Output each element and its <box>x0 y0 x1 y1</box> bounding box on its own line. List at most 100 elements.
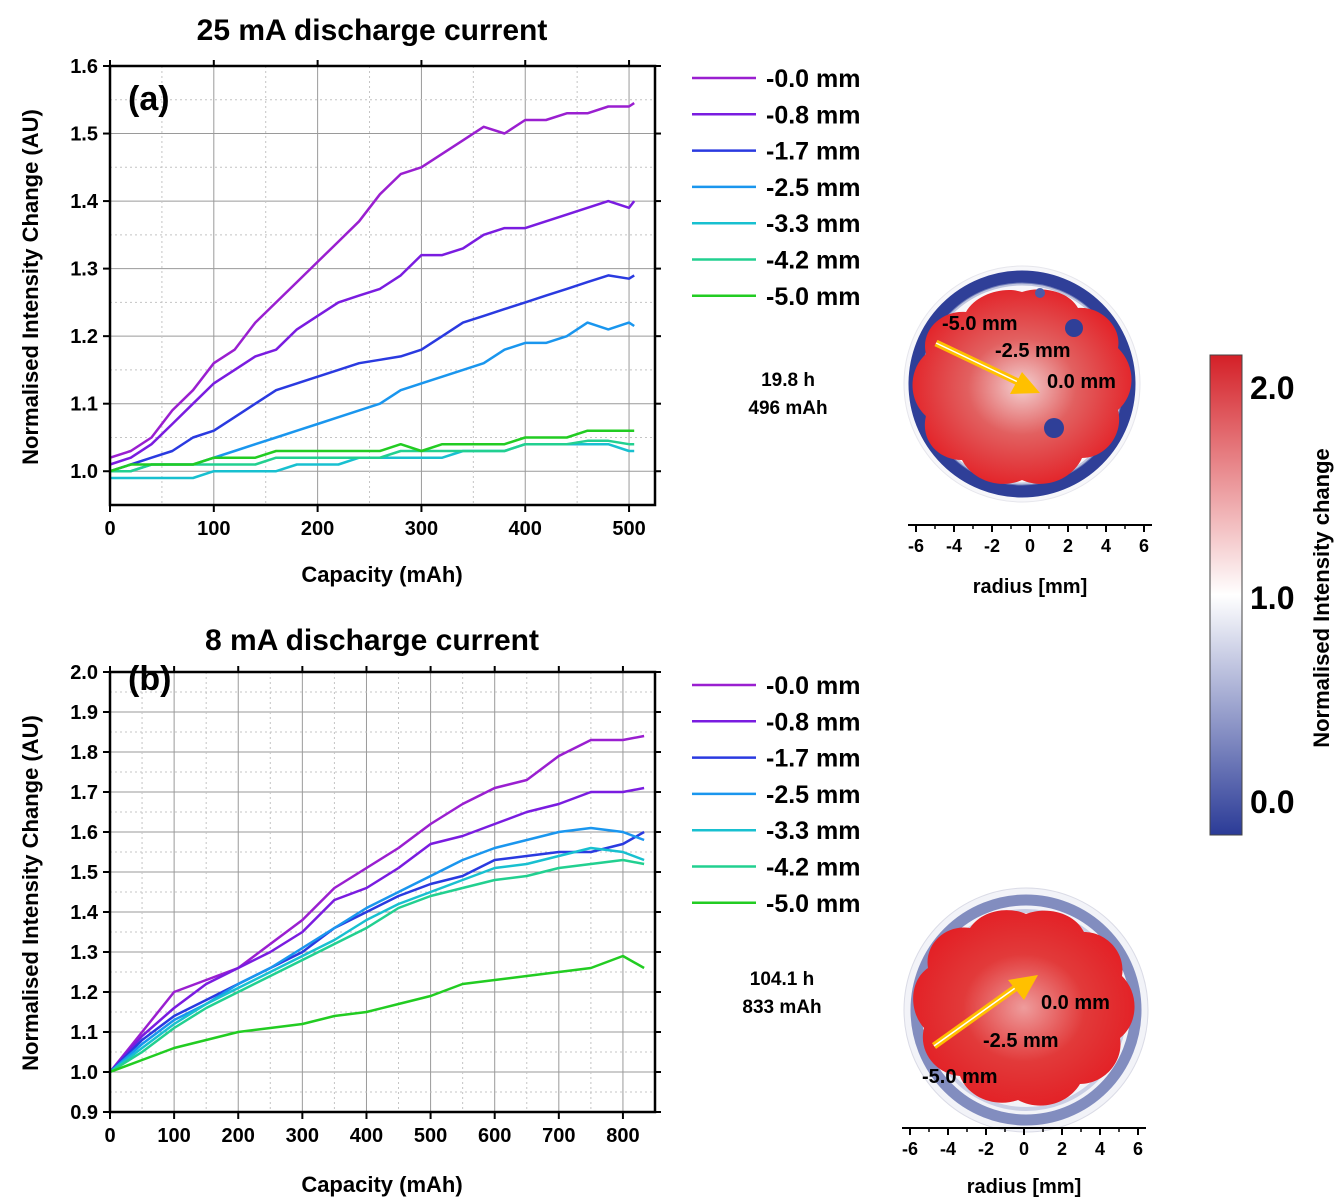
y-tick-label: 1.7 <box>70 782 98 804</box>
series-line-6 <box>109 429 635 473</box>
panel-b-y-axis-label: Normalised Intensity Change (AU) <box>18 715 43 1071</box>
map-axis-tick-label: 0 <box>1025 536 1035 556</box>
panel-a-frame <box>108 64 657 507</box>
x-tick-label: 200 <box>301 518 334 540</box>
map-axis-tick-label: -4 <box>940 1139 956 1159</box>
series-line-5 <box>110 439 635 473</box>
colorbar-label: Normalised Intensity change <box>1309 448 1334 748</box>
panel-b-legend: -0.0 mm -0.8 mm -1.7 mm -2.5 mm -3.3 mm -4.2 … <box>692 672 860 918</box>
legend-entry: -5.0 mm <box>766 283 860 311</box>
map-b-electrode <box>913 910 1135 1106</box>
legend-entry: -3.3 mm <box>766 210 860 238</box>
x-tick-label: 300 <box>405 518 438 540</box>
map-axis-tick-label: -2 <box>984 536 1000 556</box>
x-tick-label: 700 <box>542 1125 575 1147</box>
map-a-label-middle: -2.5 mm <box>995 340 1071 362</box>
y-tick-label: 1.2 <box>70 982 98 1004</box>
legend-entry: -3.3 mm <box>766 817 860 845</box>
map-axis-tick-label: 6 <box>1133 1139 1143 1159</box>
series-line-3 <box>110 321 635 473</box>
map-a-axis-label: radius [mm] <box>973 576 1087 598</box>
series-line-0 <box>109 734 645 1073</box>
map-b-time: 104.1 h <box>750 969 814 990</box>
panel-a-label: (a) <box>128 80 170 118</box>
y-tick-label: 1.9 <box>70 702 98 724</box>
panel-b-grid <box>109 671 655 1113</box>
x-tick-label: 500 <box>612 518 645 540</box>
y-tick-label: 1.0 <box>70 461 98 483</box>
legend-entry: -2.5 mm <box>766 781 860 809</box>
x-tick-label: 0 <box>104 518 115 540</box>
y-tick-label: 1.1 <box>70 1022 98 1044</box>
legend-entry: -0.8 mm <box>766 101 860 129</box>
map-axis-tick-label: 6 <box>1139 536 1149 556</box>
legend-entry: -4.2 mm <box>766 247 860 275</box>
map-b-axis-label: radius [mm] <box>967 1176 1081 1198</box>
map-a-label-outer: -5.0 mm <box>942 313 1018 335</box>
colorbar-tick-label: 2.0 <box>1250 370 1294 406</box>
panel-a-x-axis-label: Capacity (mAh) <box>301 562 462 587</box>
y-tick-label: 1.0 <box>70 1062 98 1084</box>
panel-b-chart: 8 mA discharge current 0 100 200 300 400 500 6… <box>18 624 860 1197</box>
x-tick-label: 200 <box>222 1125 255 1147</box>
x-tick-label: 400 <box>350 1125 383 1147</box>
panel-b-ticks: 0 100 200 300 400 500 600 700 800 0.9 1.0 1.1 1.2 1.3… <box>70 662 661 1147</box>
map-axis-tick-label: 4 <box>1101 536 1111 556</box>
y-tick-label: 1.5 <box>70 124 98 146</box>
panel-a-y-axis-label: Normalised Intensity Change (AU) <box>18 109 43 465</box>
y-tick-label: 1.2 <box>70 326 98 348</box>
map-axis-tick-label: -6 <box>902 1139 918 1159</box>
series-line-4 <box>110 442 635 480</box>
x-tick-label: 0 <box>104 1125 115 1147</box>
map-b-label-center: 0.0 mm <box>1041 992 1110 1014</box>
map-a-blue-spot-bottom <box>1044 418 1064 438</box>
series-line-3 <box>109 826 645 1073</box>
x-tick-label: 400 <box>509 518 542 540</box>
y-tick-label: 1.3 <box>70 259 98 281</box>
series-line-4 <box>109 846 645 1074</box>
map-axis-tick-label: -2 <box>978 1139 994 1159</box>
panel-b-label: (b) <box>128 660 171 698</box>
x-tick-label: 800 <box>606 1125 639 1147</box>
series-line-2 <box>109 274 635 473</box>
legend-entry: -0.0 mm <box>766 65 860 93</box>
panel-a-title: 25 mA discharge current <box>197 14 548 47</box>
map-axis-tick-label: -4 <box>946 536 962 556</box>
intensity-map-a: 19.8 h 496 mAh -5.0 mm -2.5 mm 0.0 mm -6… <box>748 265 1152 598</box>
map-b-capacity: 833 mAh <box>742 997 821 1018</box>
y-tick-label: 1.5 <box>70 862 98 884</box>
colorbar-tick-label: 0.0 <box>1250 784 1294 820</box>
series-line-6 <box>109 954 645 1074</box>
panel-a-legend: -0.0 mm -0.8 mm -1.7 mm -2.5 mm -3.3 mm -4.2 … <box>692 65 860 311</box>
x-tick-label: 300 <box>286 1125 319 1147</box>
map-a-time: 19.8 h <box>761 370 815 391</box>
map-a-axis: -6 -4 -2 0 2 4 6 <box>908 524 1152 556</box>
series-line-2 <box>109 830 645 1073</box>
x-tick-label: 600 <box>478 1125 511 1147</box>
panel-b-x-axis-label: Capacity (mAh) <box>301 1172 462 1197</box>
x-tick-label: 100 <box>157 1125 190 1147</box>
map-axis-tick-label: 4 <box>1095 1139 1105 1159</box>
x-tick-label: 500 <box>414 1125 447 1147</box>
panel-a-chart: 25 mA discharge current 0 100 200 300 400 500… <box>18 14 860 587</box>
map-a-capacity: 496 mAh <box>748 398 827 419</box>
panel-a-ticks: 0 100 200 300 400 500 1.0 1.1 1.2 1.3 1.4 1.5 1.6 <box>70 56 661 540</box>
map-b-axis: -6 -4 -2 0 2 4 6 <box>902 1127 1146 1159</box>
map-axis-tick-label: 0 <box>1019 1139 1029 1159</box>
series-line-1 <box>109 199 636 466</box>
y-tick-label: 1.6 <box>70 56 98 78</box>
map-axis-tick-label: 2 <box>1057 1139 1067 1159</box>
y-tick-label: 1.8 <box>70 742 98 764</box>
panel-b-frame <box>108 670 657 1114</box>
y-tick-label: 0.9 <box>70 1102 98 1124</box>
legend-entry: -4.2 mm <box>766 854 860 882</box>
x-tick-label: 100 <box>197 518 230 540</box>
y-tick-label: 2.0 <box>70 662 98 684</box>
map-b-label-middle: -2.5 mm <box>983 1030 1059 1052</box>
y-tick-label: 1.3 <box>70 942 98 964</box>
series-line-0 <box>109 102 635 459</box>
y-tick-label: 1.6 <box>70 822 98 844</box>
colorbar-gradient <box>1209 354 1243 836</box>
panel-a-series <box>109 102 636 480</box>
map-b-label-outer: -5.0 mm <box>922 1066 998 1088</box>
